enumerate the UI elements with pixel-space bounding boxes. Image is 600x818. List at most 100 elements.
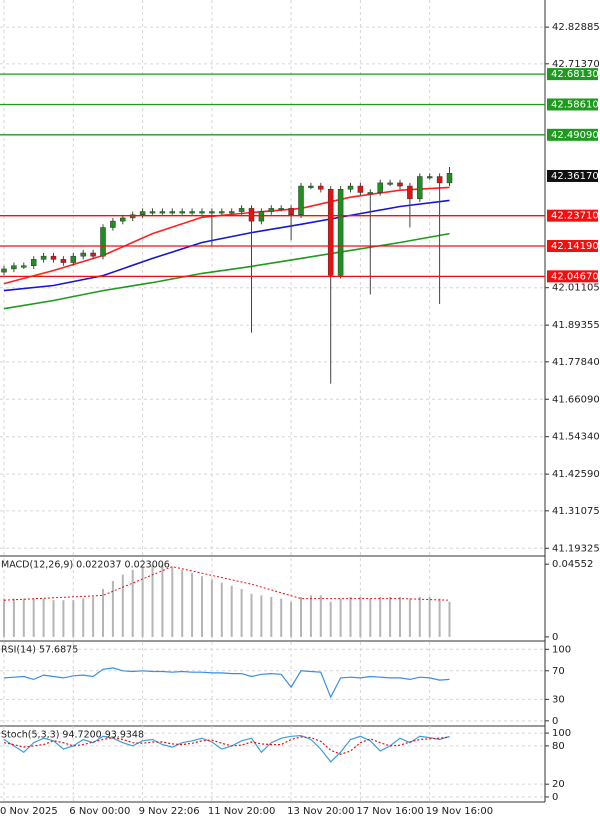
candle-body <box>60 259 67 263</box>
histogram-bar <box>270 596 273 637</box>
candle-body <box>228 211 235 214</box>
y-tick-label: 20 <box>552 779 565 790</box>
histogram-bar <box>181 569 184 637</box>
candle-body <box>50 255 57 260</box>
histogram-bar <box>72 600 75 637</box>
candle-body <box>357 185 364 193</box>
x-tick-label: 17 Nov 16:00 <box>356 806 423 817</box>
indicator-title: Stoch(5,3,3) 94.7200 93.9348 <box>1 730 144 741</box>
candle-body <box>407 185 413 200</box>
level-label: 42.68130 <box>551 69 599 80</box>
y-tick-label: 0 <box>552 716 558 727</box>
candle-body <box>139 211 146 216</box>
histogram-bar <box>408 598 411 637</box>
histogram-bar <box>12 598 15 637</box>
y-tick-label: 0.04552 <box>552 559 593 570</box>
y-tick-label: 100 <box>552 728 571 739</box>
histogram-bar <box>171 566 174 637</box>
level-label: 42.04670 <box>551 271 599 282</box>
moving-average <box>3 199 450 292</box>
level-label-box <box>547 209 598 222</box>
histogram-bar <box>309 595 312 637</box>
y-tick-label: 41.66090 <box>552 394 600 405</box>
moving-average <box>3 186 450 285</box>
candle-body <box>30 259 37 266</box>
signal-line <box>3 566 450 601</box>
candle-body <box>90 252 96 257</box>
indicator-line <box>3 736 450 755</box>
candle-body <box>298 185 304 216</box>
candle-body <box>278 208 284 211</box>
histogram-bar <box>349 596 352 637</box>
candle-body <box>337 189 344 276</box>
histogram-bar <box>260 595 263 637</box>
candle-body <box>129 214 136 219</box>
histogram-bar <box>389 596 392 637</box>
candle-body <box>347 185 354 190</box>
histogram-bar <box>161 565 164 637</box>
y-tick-label: 30 <box>552 694 565 705</box>
y-tick-label: 41.77840 <box>552 357 600 368</box>
candle-body <box>436 176 443 184</box>
y-tick-label: 80 <box>552 741 565 752</box>
candle-body <box>288 208 294 216</box>
candle-body <box>199 211 205 214</box>
candle-body <box>189 211 195 214</box>
y-tick-label: 41.31075 <box>552 506 600 517</box>
histogram-bar <box>111 581 114 637</box>
y-tick-label: 41.19325 <box>552 543 600 554</box>
candle-body <box>318 185 324 190</box>
histogram-bar <box>379 596 382 637</box>
histogram-bar <box>22 598 25 637</box>
candle-body <box>11 265 17 270</box>
candle-body <box>417 176 423 200</box>
candle-body <box>70 255 77 263</box>
price-label: 42.36170 <box>551 171 599 182</box>
histogram-bar <box>201 576 203 637</box>
x-tick-label: 13 Nov 20:00 <box>287 806 354 817</box>
histogram-bar <box>82 598 85 637</box>
histogram-bar <box>290 601 293 637</box>
y-tick-label: 41.89355 <box>552 320 600 331</box>
candle-body <box>308 185 314 188</box>
candle-body <box>377 182 383 193</box>
candle-body <box>327 189 334 276</box>
candle-body <box>367 192 374 195</box>
histogram-bar <box>3 598 5 637</box>
y-tick-label: 41.54340 <box>552 432 600 443</box>
candle-body <box>258 211 265 222</box>
level-label: 42.14190 <box>551 241 599 252</box>
x-tick-label: 9 Nov 22:06 <box>139 806 200 817</box>
candle-body <box>110 220 116 228</box>
candle-body <box>149 211 156 214</box>
level-label-box <box>547 68 598 81</box>
histogram-bar <box>359 596 362 637</box>
level-label-box <box>547 270 598 283</box>
candle-body <box>268 208 275 212</box>
y-tick-label: 100 <box>552 644 571 655</box>
histogram-bar <box>32 598 35 637</box>
y-tick-label: 0 <box>552 792 558 803</box>
histogram-bar <box>280 598 283 637</box>
candle-body <box>159 211 166 214</box>
histogram-bar <box>151 565 154 637</box>
histogram-bar <box>121 574 124 637</box>
indicator-title: MACD(12,26,9) 0.022037 0.023006 <box>1 560 170 571</box>
histogram-bar <box>220 582 223 637</box>
y-tick-label: 0 <box>552 632 558 643</box>
histogram-bar <box>369 598 372 637</box>
candle-body <box>100 227 106 257</box>
level-label: 42.49090 <box>551 130 599 141</box>
level-label-box <box>547 128 598 141</box>
candle-body <box>219 211 225 214</box>
indicator-line <box>3 734 450 763</box>
price-label-box <box>547 169 598 182</box>
histogram-bar <box>448 601 451 637</box>
histogram-bar <box>230 585 233 637</box>
x-tick-label: 0 Nov 2025 <box>0 806 58 817</box>
histogram-bar <box>42 598 45 637</box>
histogram-bar <box>102 588 104 637</box>
candle-body <box>80 252 86 257</box>
